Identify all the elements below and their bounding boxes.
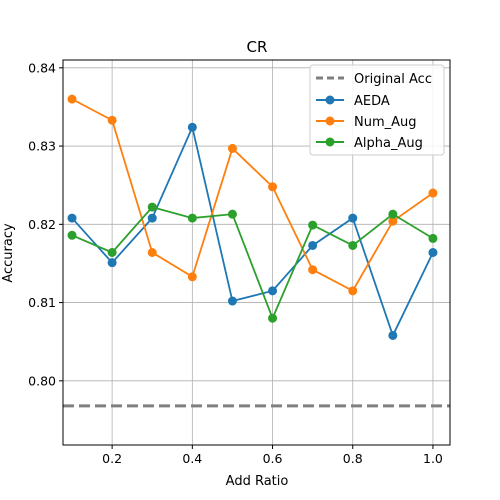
series-line-alpha-aug — [71, 206, 434, 321]
data-point-num-aug — [348, 286, 358, 296]
data-point-num-aug — [388, 216, 398, 226]
data-point-alpha-aug — [187, 213, 197, 223]
data-point-num-aug — [227, 143, 237, 153]
legend-marker-aeda — [325, 95, 335, 105]
x-tick-label: 0.4 — [182, 451, 202, 466]
data-point-num-aug — [268, 182, 278, 192]
data-point-aeda — [227, 296, 237, 306]
y-tick-label: 0.84 — [28, 60, 56, 75]
data-point-aeda — [268, 286, 278, 296]
data-point-num-aug — [187, 272, 197, 282]
series-line-num-aug — [71, 98, 434, 293]
data-point-alpha-aug — [348, 240, 358, 250]
legend-marker-alpha-aug — [325, 137, 335, 147]
x-tick-label: 0.8 — [343, 451, 363, 466]
data-point-aeda — [107, 258, 117, 268]
x-tick-label: 0.2 — [102, 451, 122, 466]
y-tick-label: 0.83 — [28, 139, 56, 154]
data-point-num-aug — [107, 115, 117, 125]
x-tick-label: 1.0 — [423, 451, 443, 466]
series-aeda — [67, 122, 438, 340]
data-point-num-aug — [67, 94, 77, 104]
data-point-alpha-aug — [147, 202, 157, 212]
data-point-alpha-aug — [67, 230, 77, 240]
data-point-aeda — [348, 213, 358, 223]
x-tick-label: 0.6 — [263, 451, 283, 466]
data-point-aeda — [428, 248, 438, 257]
data-point-aeda — [388, 330, 398, 340]
data-point-num-aug — [428, 188, 438, 198]
x-axis-ticks: 0.2 0.4 0.6 0.8 1.0 — [102, 445, 443, 466]
legend-label-num-aug: Num_Aug — [354, 115, 417, 130]
y-tick-label: 0.80 — [28, 373, 56, 388]
data-point-aeda — [67, 213, 77, 223]
data-point-aeda — [147, 213, 157, 223]
y-tick-label: 0.82 — [28, 217, 56, 232]
data-point-aeda — [187, 122, 197, 132]
y-axis-label: Accuracy — [1, 223, 16, 283]
series-alpha-aug — [67, 202, 438, 323]
legend-label-alpha-aug: Alpha_Aug — [354, 136, 423, 151]
data-point-alpha-aug — [268, 313, 278, 323]
y-axis-ticks: 0.80 0.81 0.82 0.83 0.84 — [28, 60, 63, 388]
data-point-alpha-aug — [428, 233, 438, 243]
series-group — [67, 94, 438, 340]
data-point-alpha-aug — [388, 209, 398, 219]
plot-frame — [62, 59, 451, 446]
data-point-aeda — [308, 240, 318, 250]
data-point-alpha-aug — [227, 209, 237, 219]
series-num-aug — [67, 94, 438, 296]
chart-title: CR — [247, 38, 268, 56]
data-point-alpha-aug — [308, 220, 318, 230]
y-tick-label: 0.81 — [28, 295, 56, 310]
legend-label-aeda: AEDA — [354, 94, 390, 109]
data-point-num-aug — [308, 265, 318, 275]
x-axis-label: Add Ratio — [226, 474, 289, 489]
legend-marker-num-aug — [325, 116, 335, 126]
data-point-alpha-aug — [107, 248, 117, 257]
legend-box — [309, 64, 445, 156]
series-line-aeda — [71, 124, 434, 338]
legend: Original Acc AEDA Num_Aug Alpha_Aug — [309, 64, 445, 156]
data-point-num-aug — [147, 248, 157, 257]
legend-label-original-acc: Original Acc — [354, 72, 432, 87]
